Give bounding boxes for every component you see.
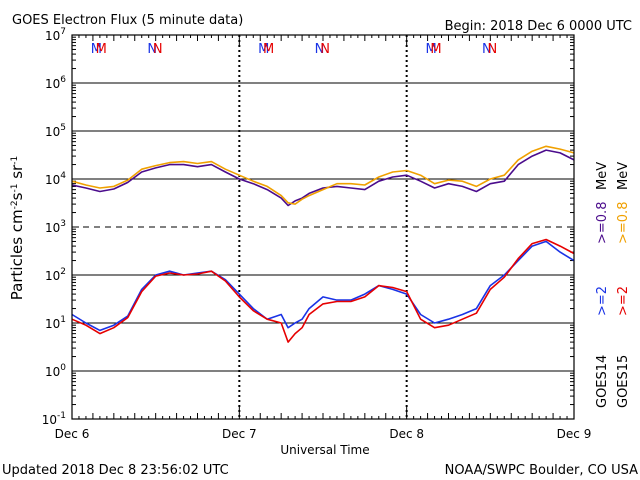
plot-frame: [71, 34, 575, 420]
legend-goes15: GOES15: [616, 355, 631, 408]
x-tick-label: Dec 6: [55, 427, 90, 441]
noon-marker: N: [320, 42, 330, 57]
series-line: [71, 149, 575, 207]
y-tick-label: 10-1: [42, 411, 66, 427]
y-tick-label: 103: [45, 219, 66, 235]
midnight-marker: M: [258, 42, 269, 57]
y-tick-label: 102: [45, 267, 66, 283]
data-series: [71, 145, 575, 343]
midnight-marker: M: [263, 42, 274, 57]
y-tick-label: 105: [45, 123, 66, 139]
noon-marker: N: [147, 42, 157, 57]
legend-goes15-2mev: >=2: [616, 286, 631, 316]
updated-time: Updated 2018 Dec 8 23:56:02 UTC: [2, 463, 229, 478]
series-line: [71, 238, 575, 343]
gridlines: [72, 35, 574, 419]
noon-marker: N: [315, 42, 325, 57]
y-tick-label: 101: [45, 315, 66, 331]
legend: GOES14 GOES15 >=2 >=2 >=0.8 >=0.8 MeV Me…: [595, 162, 631, 408]
legend-unit-2: MeV: [616, 162, 631, 190]
midnight-marker: M: [425, 42, 436, 57]
midnight-marker: M: [430, 42, 441, 57]
y-tick-label: 107: [45, 27, 66, 43]
noon-marker: N: [482, 42, 492, 57]
legend-unit: MeV: [595, 162, 610, 190]
satellite-markers: MM NN MM NN MM NN: [91, 42, 497, 57]
x-tick-labels: Dec 6 Dec 7 Dec 8 Dec 9: [55, 427, 592, 441]
y-axis-title: Particles cm-2s-1 sr-1: [8, 156, 26, 300]
x-tick-label: Dec 9: [557, 427, 592, 441]
x-axis-title: Universal Time: [280, 443, 369, 457]
noon-marker: N: [488, 42, 498, 57]
midnight-marker: M: [91, 42, 102, 57]
y-tick-label: 100: [45, 363, 66, 379]
x-tick-label: Dec 8: [389, 427, 424, 441]
legend-goes15-08mev: >=0.8: [616, 202, 631, 244]
y-tick-label: 106: [45, 75, 66, 91]
axis-ticks: [71, 35, 575, 420]
series-line: [71, 145, 575, 205]
chart-title: GOES Electron Flux (5 minute data): [12, 13, 243, 28]
legend-goes14-08mev: >=0.8: [595, 202, 610, 244]
y-tick-label: 104: [45, 171, 66, 187]
legend-goes14: GOES14: [595, 355, 610, 408]
x-tick-label: Dec 7: [222, 427, 257, 441]
midnight-marker: M: [96, 42, 107, 57]
credit: NOAA/SWPC Boulder, CO USA: [445, 463, 638, 478]
begin-time: Begin: 2018 Dec 6 0000 UTC: [445, 19, 632, 34]
noon-marker: N: [153, 42, 163, 57]
series-line: [71, 240, 575, 332]
legend-goes14-2mev: >=2: [595, 286, 610, 316]
y-tick-labels: 107 106 105 104 103 102 101 100 10-1: [42, 27, 67, 427]
